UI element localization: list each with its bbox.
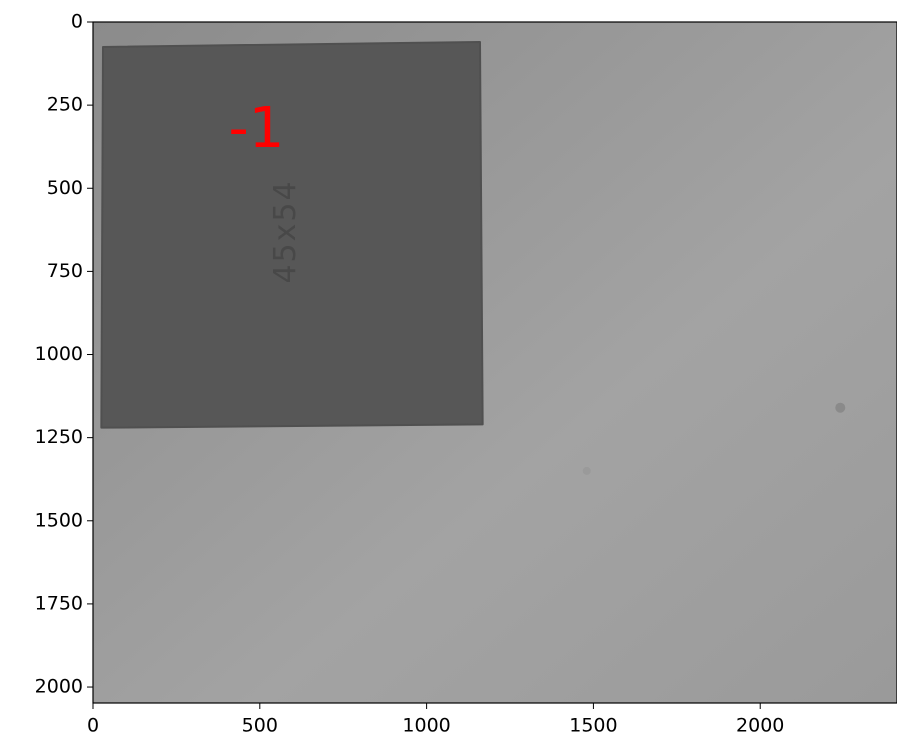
y-tick-label: 750 (47, 260, 83, 282)
y-tick-label: 0 (71, 11, 83, 33)
x-tick-label: 2000 (736, 715, 784, 737)
x-tick-label: 0 (87, 715, 99, 737)
y-tick-label: 500 (47, 177, 83, 199)
y-tick-label: 2000 (35, 676, 83, 698)
axes-frame (92, 21, 897, 704)
y-tick-label: 1750 (35, 592, 83, 614)
speck (582, 466, 591, 475)
y-tick-label: 1250 (35, 426, 83, 448)
dark-block (100, 40, 484, 429)
x-tick-label: 1500 (569, 715, 617, 737)
y-tick-label: 1000 (35, 343, 83, 365)
annotation: -1 (229, 96, 285, 161)
speck (835, 402, 846, 413)
y-tick-label: 250 (47, 94, 83, 116)
x-tick-label: 500 (242, 715, 278, 737)
object-label: 45x54 (268, 179, 303, 283)
y-tick-label: 1500 (35, 509, 83, 531)
x-tick-label: 1000 (402, 715, 450, 737)
image: 45x54 -1 (93, 22, 897, 703)
axes: 0 500 1000 1500 2000025050075010001250150017… (35, 11, 897, 737)
